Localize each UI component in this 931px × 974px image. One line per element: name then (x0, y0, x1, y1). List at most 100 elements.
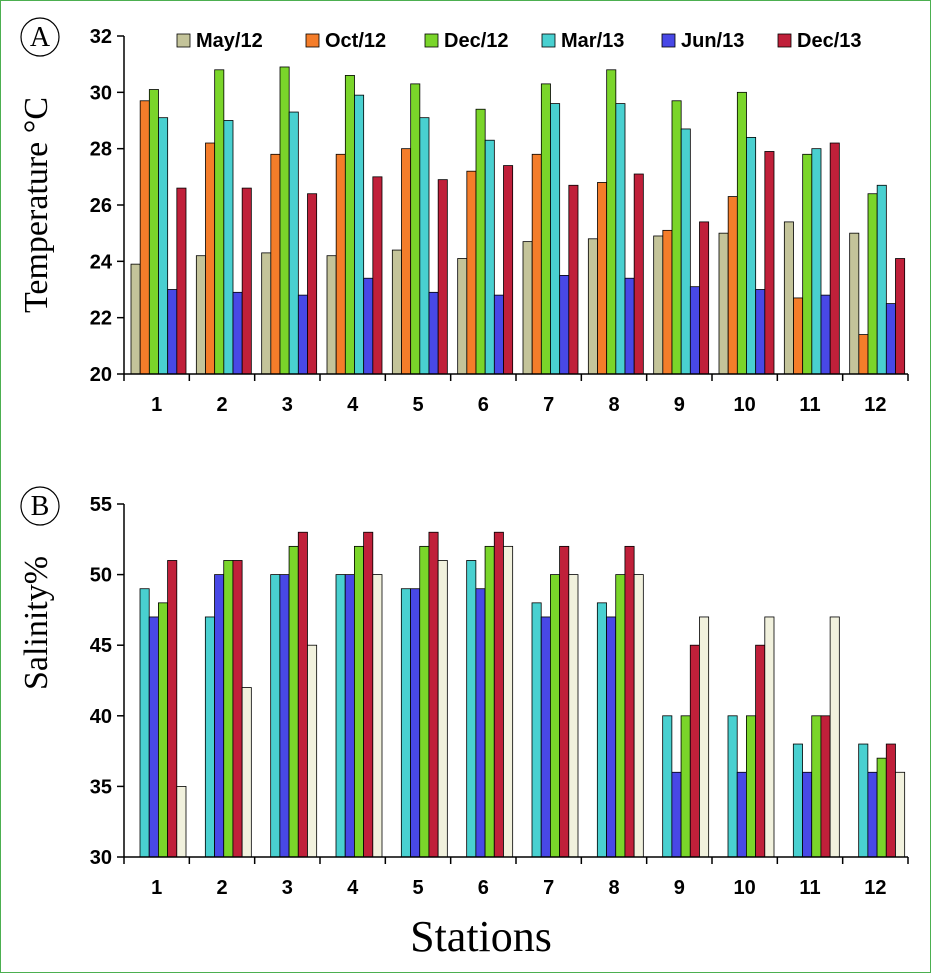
y-tick-label: 32 (90, 26, 112, 48)
bar-series-3-station-5 (419, 545, 430, 858)
bar-may-12-station-4 (326, 255, 337, 375)
legend-label: Jun/13 (681, 30, 744, 52)
bar-dec-12-station-12 (867, 193, 878, 375)
bar-jun-13-station-10 (755, 289, 766, 375)
bar-may-12-station-8 (587, 238, 598, 375)
bar-series-2-station-9 (671, 771, 682, 858)
bar-oct-12-station-4 (335, 153, 346, 375)
x-tick-label: 6 (478, 877, 489, 899)
legend-swatch (661, 33, 676, 48)
bar-dec-13-station-2 (241, 187, 252, 375)
bar-mar-13-station-5 (419, 117, 430, 375)
bar-series-5-station-8 (633, 574, 644, 858)
bar-mar-13-station-1 (158, 117, 169, 375)
bar-series-4-station-2 (232, 560, 243, 858)
bar-may-12-station-11 (783, 221, 794, 375)
bar-series-5-station-1 (176, 786, 187, 858)
bar-series-3-station-9 (680, 715, 691, 858)
bar-may-12-station-1 (130, 263, 141, 375)
bar-series-3-station-1 (157, 602, 168, 858)
panel-letter-circle (20, 17, 60, 57)
y-tick-label: 50 (90, 565, 112, 587)
bar-series-4-station-12 (885, 743, 896, 858)
bar-dec-12-station-6 (475, 108, 486, 375)
bar-series-2-station-1 (148, 616, 159, 858)
x-tick-label: 6 (478, 394, 489, 416)
bar-series-4-station-11 (820, 715, 831, 858)
bar-dec-13-station-3 (307, 193, 318, 375)
legend-swatch (305, 33, 320, 48)
bar-dec-12-station-10 (736, 91, 747, 375)
bar-dec-13-station-10 (764, 151, 775, 375)
bar-oct-12-station-7 (531, 153, 542, 375)
legend-label: Mar/13 (561, 30, 624, 52)
bar-dec-13-station-11 (829, 142, 840, 375)
x-tick-label: 4 (347, 394, 359, 416)
x-tick-label: 11 (799, 877, 820, 899)
legend: May/12 Oct/12 Dec/12 Mar/13 Jun/13 Dec/13 (176, 30, 862, 52)
bar-series-2-station-8 (606, 616, 617, 858)
bar-series-2-station-2 (214, 574, 225, 858)
bar-jun-13-station-6 (493, 294, 504, 375)
bar-dec-12-station-11 (802, 153, 813, 375)
bar-dec-13-station-12 (895, 258, 906, 375)
x-tick-label: 10 (734, 877, 756, 899)
bar-mar-13-station-3 (288, 111, 299, 375)
bar-series-2-station-3 (279, 574, 290, 858)
bar-may-12-station-2 (195, 255, 206, 375)
y-tick-label: 55 (90, 494, 112, 516)
bar-jun-13-station-3 (297, 294, 308, 375)
x-tick-label: 11 (799, 394, 820, 416)
panel-letter: B (31, 491, 50, 522)
bar-series-1-station-5 (400, 588, 411, 858)
legend-label: May/12 (196, 30, 263, 52)
legend-swatch (541, 33, 556, 48)
panel-letter-circle (20, 486, 60, 526)
bar-may-12-station-6 (457, 258, 468, 375)
bar-series-4-station-4 (363, 531, 374, 858)
bar-series-5-station-6 (503, 545, 514, 858)
bar-mar-13-station-12 (876, 184, 887, 375)
bar-may-12-station-12 (849, 232, 860, 375)
bar-oct-12-station-10 (727, 196, 738, 375)
bar-series-1-station-1 (139, 588, 150, 858)
bar-oct-12-station-5 (401, 148, 412, 375)
bar-mar-13-station-6 (484, 139, 495, 375)
legend-swatch (176, 33, 191, 48)
y-axis-label: Temperature °C (18, 97, 55, 313)
legend-swatch (424, 33, 439, 48)
bar-series-4-station-6 (493, 531, 504, 858)
legend-swatch (777, 33, 792, 48)
bar-series-5-station-7 (568, 574, 579, 858)
bar-series-5-station-5 (437, 560, 448, 858)
bar-series-1-station-12 (858, 743, 869, 858)
bar-series-1-station-2 (204, 616, 215, 858)
bar-mar-13-station-7 (550, 103, 561, 375)
bar-dec-13-station-9 (699, 221, 710, 375)
bar-series-3-station-8 (615, 574, 626, 858)
bar-oct-12-station-6 (466, 170, 477, 375)
bar-series-3-station-3 (288, 545, 299, 858)
legend-label: Dec/13 (797, 30, 862, 52)
bar-dec-12-station-5 (410, 83, 421, 375)
bar-may-12-station-9 (653, 235, 664, 375)
x-tick-label: 5 (412, 394, 423, 416)
y-tick-label: 20 (90, 364, 112, 386)
bar-dec-12-station-2 (214, 69, 225, 375)
bar-dec-13-station-4 (372, 176, 383, 375)
bar-jun-13-station-11 (820, 294, 831, 375)
bar-series-5-station-10 (764, 616, 775, 858)
x-tick-label: 9 (674, 877, 685, 899)
x-axis-label: Stations (410, 912, 552, 961)
bar-series-1-station-6 (466, 560, 477, 858)
bar-series-5-station-2 (241, 687, 252, 858)
bar-mar-13-station-10 (746, 136, 757, 375)
bar-jun-13-station-7 (559, 275, 570, 375)
bar-may-12-station-7 (522, 241, 533, 375)
bar-series-4-station-3 (297, 531, 308, 858)
x-tick-label: 4 (347, 877, 359, 899)
bar-series-4-station-8 (624, 545, 635, 858)
bar-oct-12-station-3 (270, 153, 281, 375)
x-tick-label: 9 (674, 394, 685, 416)
